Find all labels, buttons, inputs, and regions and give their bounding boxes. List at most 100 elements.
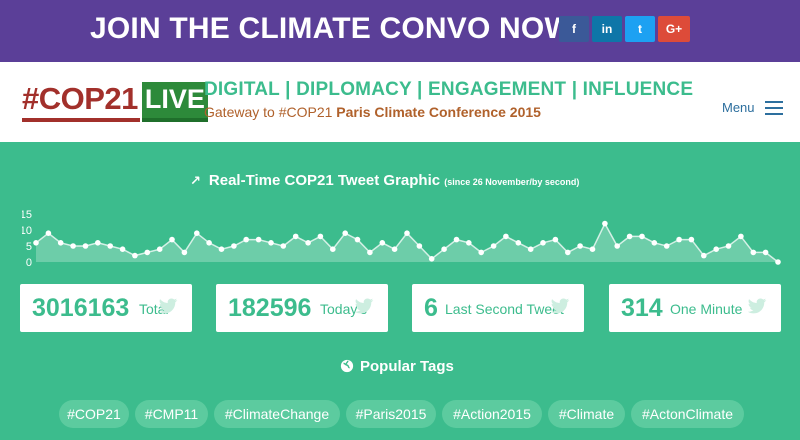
data-point bbox=[453, 236, 460, 243]
data-point bbox=[552, 236, 559, 243]
data-point bbox=[45, 230, 52, 236]
data-point bbox=[490, 243, 497, 249]
data-point bbox=[156, 246, 163, 252]
stat-last-second: 6 Last Second Tweet bbox=[412, 284, 584, 332]
data-point bbox=[750, 249, 757, 256]
data-point bbox=[663, 243, 670, 249]
data-point bbox=[738, 233, 744, 240]
data-point bbox=[775, 259, 781, 265]
data-point bbox=[70, 243, 76, 249]
data-point bbox=[527, 246, 534, 252]
popular-tags-title: Popular Tags bbox=[360, 358, 454, 375]
tag-list: #COP21 #CMP11 #ClimateChange #Paris2015 … bbox=[0, 400, 800, 430]
stat-value: 3016163 bbox=[32, 294, 130, 322]
data-point bbox=[688, 236, 695, 243]
data-point bbox=[169, 236, 175, 243]
top-banner: JOIN THE CLIMATE CONVO NOW! f in t G+ bbox=[0, 0, 800, 62]
tag-chip[interactable]: #COP21 bbox=[59, 400, 129, 428]
logo-text: #COP21 bbox=[22, 82, 140, 122]
tag-chip[interactable]: #ClimateChange bbox=[214, 400, 340, 428]
banner-title[interactable]: JOIN THE CLIMATE CONVO NOW! bbox=[90, 12, 584, 45]
data-point bbox=[206, 240, 212, 246]
data-point bbox=[540, 240, 546, 246]
data-point bbox=[144, 249, 151, 256]
gateway-prefix: Gateway to #COP21 bbox=[204, 104, 337, 120]
data-point bbox=[119, 246, 126, 252]
data-point bbox=[107, 243, 113, 249]
stat-value: 314 bbox=[621, 294, 663, 322]
data-point bbox=[181, 249, 188, 256]
data-point bbox=[292, 233, 299, 240]
data-point bbox=[676, 236, 682, 243]
stat-value: 6 bbox=[424, 294, 438, 322]
data-point bbox=[33, 240, 39, 246]
gateway-subtitle: Gateway to #COP21 Paris Climate Conferen… bbox=[204, 104, 541, 120]
data-point bbox=[95, 240, 101, 246]
data-point bbox=[503, 233, 509, 240]
hamburger-menu-icon[interactable] bbox=[765, 101, 783, 115]
data-point bbox=[82, 243, 89, 249]
data-point bbox=[466, 240, 472, 246]
tag-chip[interactable]: #Action2015 bbox=[442, 400, 542, 428]
logo-live-badge: LIVE bbox=[141, 82, 208, 122]
data-point bbox=[194, 230, 200, 236]
twitter-bird-icon bbox=[158, 298, 178, 314]
y-tick-label: 15 bbox=[22, 209, 32, 221]
data-point bbox=[725, 243, 732, 249]
stat-one-minute: 314 One Minute bbox=[609, 284, 781, 332]
facebook-icon[interactable]: f bbox=[559, 16, 589, 42]
tag-chip[interactable]: #Climate bbox=[548, 400, 625, 428]
graph-subtitle: (since 26 November/by second) bbox=[444, 177, 580, 187]
site-logo[interactable]: #COP21 LIVE bbox=[22, 82, 208, 122]
data-point bbox=[762, 249, 769, 256]
data-point bbox=[441, 246, 447, 252]
data-point bbox=[651, 240, 658, 246]
y-tick-label: 10 bbox=[22, 225, 32, 237]
data-point bbox=[428, 256, 435, 262]
data-point bbox=[342, 230, 349, 236]
data-point bbox=[713, 246, 719, 252]
stat-label: Last Second Tweet bbox=[445, 301, 564, 317]
twitter-bird-icon bbox=[747, 298, 767, 314]
twitter-bird-icon bbox=[354, 298, 374, 314]
graph-title-text: Real-Time COP21 Tweet Graphic bbox=[208, 172, 441, 189]
stat-value: 182596 bbox=[228, 294, 312, 322]
data-point bbox=[231, 243, 237, 249]
data-point bbox=[255, 236, 262, 243]
data-point bbox=[614, 243, 620, 249]
data-point bbox=[478, 249, 485, 256]
tweet-chart: 15 10 5 0 bbox=[22, 209, 781, 269]
data-point bbox=[280, 243, 287, 249]
stat-label: One Minute bbox=[670, 301, 743, 317]
data-point bbox=[330, 246, 336, 252]
tag-chip[interactable]: #ActonClimate bbox=[631, 400, 744, 428]
data-point bbox=[639, 233, 645, 240]
data-point bbox=[218, 246, 225, 252]
data-point bbox=[379, 240, 386, 246]
data-point bbox=[701, 252, 707, 259]
googleplus-icon[interactable]: G+ bbox=[658, 16, 690, 42]
data-point bbox=[354, 236, 361, 243]
data-point bbox=[626, 233, 633, 240]
stat-total: 3016163 Total bbox=[20, 284, 192, 332]
data-point bbox=[391, 246, 398, 252]
twitter-bird-icon bbox=[550, 298, 570, 314]
data-point bbox=[577, 243, 583, 249]
graph-title: ↗ Real-Time COP21 Tweet Graphic (since 26… bbox=[190, 172, 579, 189]
tag-chip[interactable]: #Paris2015 bbox=[346, 400, 436, 428]
data-point bbox=[367, 249, 373, 256]
data-point bbox=[515, 240, 522, 246]
y-tick-label: 0 bbox=[26, 257, 32, 269]
menu-label[interactable]: Menu bbox=[722, 100, 755, 115]
data-point bbox=[305, 240, 311, 246]
data-point bbox=[602, 220, 608, 227]
linkedin-icon[interactable]: in bbox=[592, 16, 622, 42]
tag-chip[interactable]: #CMP11 bbox=[135, 400, 208, 428]
globe-icon bbox=[340, 359, 354, 373]
twitter-icon[interactable]: t bbox=[625, 16, 655, 42]
site-header: #COP21 LIVE DIGITAL | DIPLOMACY | ENGAGE… bbox=[0, 62, 800, 142]
data-point bbox=[317, 233, 324, 240]
data-point bbox=[132, 252, 138, 259]
main-section: ↗ Real-Time COP21 Tweet Graphic (since 26… bbox=[0, 142, 800, 440]
trend-icon: ↗ bbox=[190, 173, 201, 188]
